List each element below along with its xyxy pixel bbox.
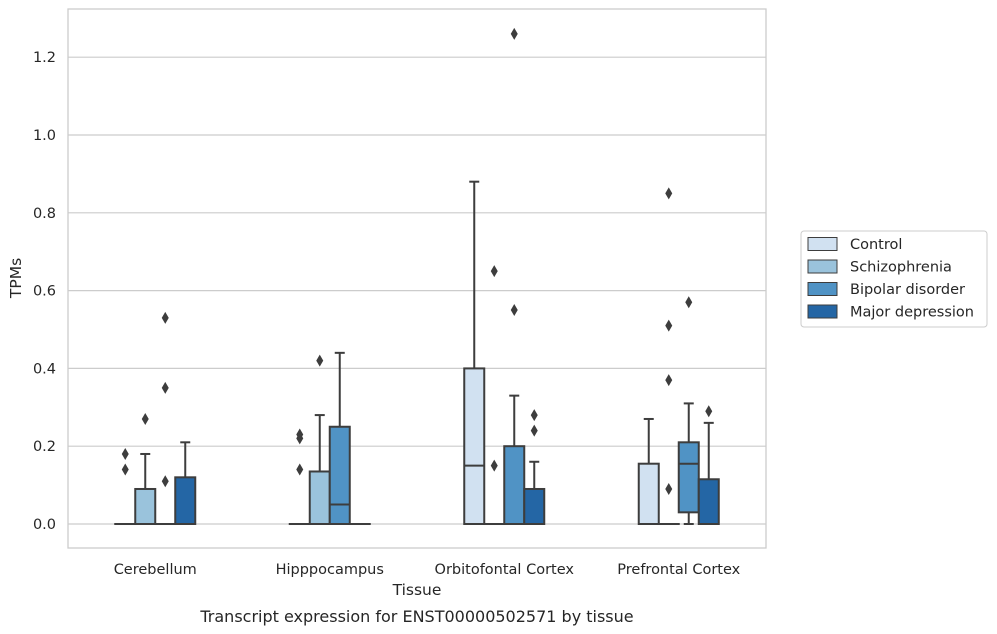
y-axis-label: TPMs [7,258,25,299]
y-tick-label: 0.6 [33,284,56,300]
y-tick-label: 0.8 [33,206,56,222]
box-bipolar-disorder [503,27,526,526]
x-tick-label: Prefrontal Cortex [617,562,740,578]
box-body [174,476,197,526]
box-body [637,462,660,525]
outlier-point [705,405,713,418]
y-tick-label: 1.2 [33,50,56,66]
outlier-point [530,409,538,422]
box-body [308,470,331,525]
outlier-point [665,482,673,495]
box-body [697,478,720,526]
legend-label: Major depression [850,305,974,321]
outlier-point [665,374,673,387]
outlier-point [490,459,498,472]
legend-swatch [807,304,838,319]
outlier-point [665,187,673,200]
box-schizophrenia [134,412,157,525]
outlier-point [665,319,673,332]
legend-frame [800,230,988,328]
outlier-point [296,463,304,476]
box-control [637,417,660,525]
box-control [463,180,486,525]
x-tick-label: Hipppocampus [276,562,384,578]
legend-swatch [807,282,838,296]
outlier-point [121,447,129,460]
box-schizophrenia [657,187,680,526]
box-bipolar-disorder [328,351,351,525]
box-body [463,367,486,525]
y-axis-ticks: 0.0 0.2 0.4 0.6 0.8 1.0 1.2 [33,50,56,533]
box-body [677,441,700,514]
outlier-point [121,463,129,476]
box-bipolar-disorder [677,296,700,525]
x-axis-label: Tissue [392,581,442,599]
x-axis-ticks: Cerebellum Hipppocampus Orbitofontal Corte… [114,562,741,578]
legend-label: Schizophrenia [850,260,952,276]
outlier-point [685,296,693,309]
outlier-point [161,311,169,324]
box-schizophrenia [308,354,331,525]
outlier-point [141,412,149,425]
outlier-point [296,428,304,441]
box-schizophrenia [483,265,506,526]
legend-label: Bipolar disorder [850,282,965,298]
box-body [328,425,351,525]
legend: Control Schizophrenia Bipolar disorder Majo… [800,230,988,328]
x-tick-label: Orbitofontal Cortex [435,562,575,578]
outlier-point [490,265,498,278]
outlier-point [510,304,518,317]
plot-area-frame [67,8,767,549]
grid-lines [68,56,766,525]
outlier-point [530,424,538,437]
box-major-depression [523,409,546,525]
box-control [288,428,311,526]
x-tick-label: Cerebellum [114,562,197,578]
box-body [503,445,526,526]
y-tick-label: 0.4 [33,361,56,377]
box-body [523,487,546,525]
legend-swatch [807,237,838,251]
y-tick-label: 0.2 [33,439,56,455]
outlier-point [161,381,169,394]
box-body [134,487,157,525]
boxes [114,27,720,526]
legend-label: Control [850,237,902,253]
y-tick-label: 1.0 [33,128,56,144]
box-bipolar-disorder [154,311,177,526]
outlier-point [316,354,324,367]
outlier-point [510,27,518,40]
outlier-point [161,475,169,488]
legend-swatch [807,259,838,274]
box-major-depression [174,441,197,526]
box-control [114,447,137,526]
box-major-depression [697,405,720,526]
chart-caption: Transcript expression for ENST0000050257… [199,607,633,626]
y-tick-label: 0.0 [33,517,56,533]
